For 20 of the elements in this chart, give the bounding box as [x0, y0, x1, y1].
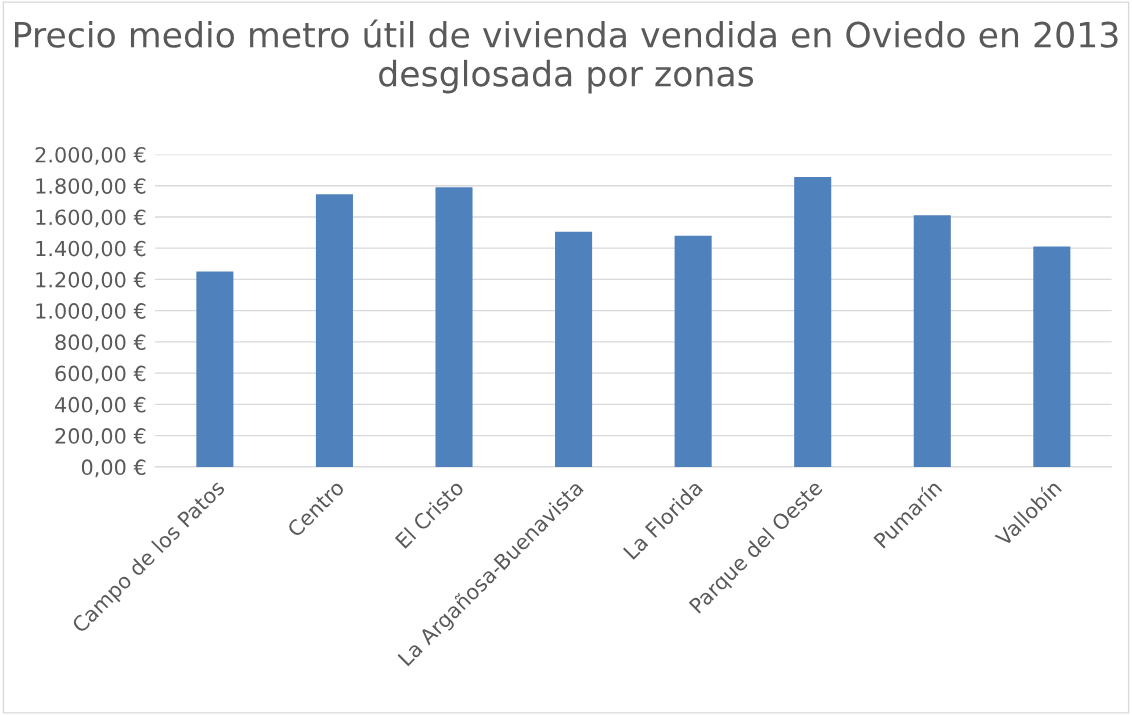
bar [435, 187, 473, 467]
y-tick-label: 1.600,00 € [36, 209, 146, 228]
y-tick-label: 1.200,00 € [36, 271, 146, 290]
bar [196, 271, 234, 467]
bar [913, 215, 951, 467]
y-tick-label: 200,00 € [55, 428, 146, 446]
y-tick-label: 400,00 € [55, 396, 146, 415]
bar [315, 194, 353, 467]
y-tick-label: 1.000,00 € [36, 303, 146, 321]
y-tick-label: 0,00 € [81, 459, 146, 478]
y-tick-label: 1.800,00 € [36, 178, 146, 197]
bar [1033, 246, 1071, 467]
bar [674, 235, 712, 467]
bar [794, 177, 832, 467]
bar [555, 231, 593, 467]
y-tick-label: 1.400,00 € [36, 240, 146, 259]
y-tick-label: 800,00 € [55, 334, 146, 353]
y-tick-label: 600,00 € [55, 365, 146, 384]
chart-title: Precio medio metro útil de vivienda vendida en Oviedo en 2013 desglosada por zonas [15, 19, 1118, 94]
y-tick-label: 2.000,00 € [35, 146, 146, 165]
